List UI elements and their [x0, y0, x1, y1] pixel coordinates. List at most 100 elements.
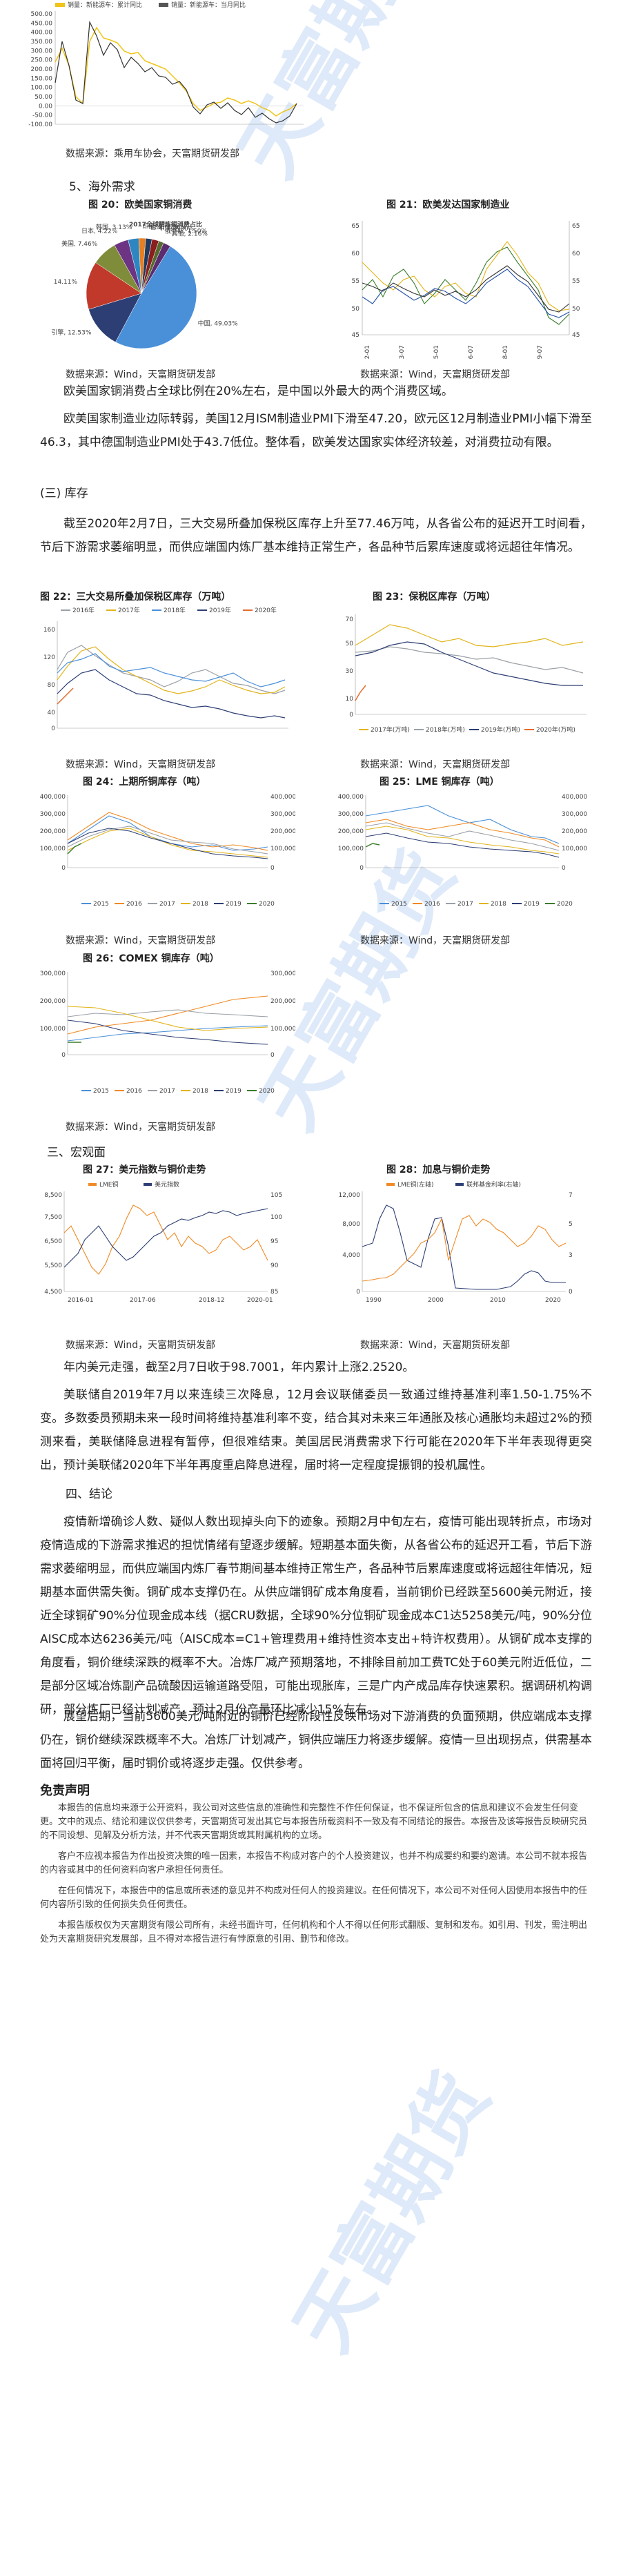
fig22-title: 图 22：三大交易所叠加保税区库存（万吨） — [40, 592, 231, 603]
fig20-pie-chart: 2017全球精炼铜消费占比 中国, 49.03% 引擎, 12.53% 欧洲, 14… — [52, 214, 279, 359]
svg-text:美元指数: 美元指数 — [155, 1180, 179, 1189]
svg-text:50: 50 — [572, 306, 580, 313]
legend-label: 2019年 — [209, 606, 231, 614]
disclaimer-paragraph-2: 客户不应视本报告为作出投资决策的唯一因素，本报告不构成对客户的个人投资建议，也并… — [40, 1851, 588, 1875]
disclaimer-paragraph-3: 在任何情况下，本报告中的信息或所表述的意见并不构成对任何人的投资建议。在任何情况… — [40, 1886, 588, 1910]
svg-text:4,500: 4,500 — [44, 1289, 62, 1296]
legend-monthly: 销量：新能源车：当月同比 — [171, 1, 246, 9]
svg-text:40: 40 — [48, 710, 56, 716]
top-y-tick: 0.00 — [39, 103, 52, 110]
svg-text:45: 45 — [352, 332, 359, 339]
legend-label: 2019年(万吨) — [481, 725, 520, 734]
svg-text:120: 120 — [43, 654, 55, 661]
svg-text:200,000: 200,000 — [40, 828, 66, 835]
fig20-source: 数据来源：Wind，天富期货研发部 — [66, 369, 216, 380]
svg-text:0: 0 — [356, 1289, 360, 1296]
pie-title: 2017全球精炼铜消费占比 — [129, 220, 202, 228]
legend-label: 2017 — [457, 901, 473, 908]
svg-text:200,000: 200,000 — [40, 998, 66, 1005]
svg-text:12,000: 12,000 — [339, 1192, 361, 1199]
legend-label: 2017 — [159, 1088, 175, 1095]
fig25-title: 图 25：LME 铜库存（吨） — [379, 777, 500, 788]
svg-text:50: 50 — [352, 306, 360, 313]
svg-text:80: 80 — [48, 682, 56, 689]
svg-text:30: 30 — [346, 668, 354, 675]
top-y-tick: 150.00 — [31, 75, 53, 82]
svg-text:400,000: 400,000 — [40, 794, 66, 801]
legend-label: 2016 — [126, 1088, 142, 1095]
svg-text:300,000: 300,000 — [270, 811, 295, 818]
top-y-tick: -100.00 — [28, 121, 52, 128]
svg-text:0: 0 — [569, 1289, 573, 1296]
legend-label: 2016年 — [72, 606, 95, 614]
svg-text:2000: 2000 — [428, 1297, 444, 1304]
fig23-title: 图 23：保税区库存（万吨） — [373, 592, 496, 603]
legend-label: 2016 — [424, 901, 440, 908]
svg-text:100,000: 100,000 — [562, 846, 587, 852]
fig23-chart: 70 50 30 10 0 2017年(万吨) 2018年(万吨) 2019年(万吨) 202… — [338, 604, 593, 749]
paragraph-pmi: 欧美国家制造业边际转弱，美国12月ISM制造业PMI下滑至47.20，欧元区12… — [40, 412, 592, 449]
legend-label: 2017年 — [118, 606, 140, 614]
pie-label: 俄罗斯, 1.50% — [165, 226, 208, 235]
svg-text:90: 90 — [270, 1262, 279, 1269]
top-y-tick: 350.00 — [31, 39, 53, 46]
fig28-title: 图 28：加息与铜价走势 — [386, 1164, 491, 1175]
top-y-tick: 100.00 — [31, 85, 53, 92]
legend-label: 2020 — [557, 901, 573, 908]
fig22-chart: 2016年 2017年 2018年 2019年 2020年 160 120 80 40 0 — [40, 604, 295, 749]
svg-text:2012-01: 2012-01 — [364, 345, 371, 359]
svg-text:0: 0 — [61, 1052, 66, 1059]
svg-text:5,500: 5,500 — [44, 1262, 62, 1269]
svg-text:300,000: 300,000 — [562, 811, 587, 818]
pie-label: 韩国, 3.13% — [96, 223, 132, 231]
svg-text:0: 0 — [359, 865, 364, 872]
fig25-chart: 400,000 300,000 200,000 100,000 0 400,000 300… — [338, 788, 593, 926]
svg-text:100,000: 100,000 — [40, 846, 66, 852]
fig28-chart: LME铜(左轴) 联邦基金利率(右轴) 12,000 8,000 4,000 0 7 5… — [338, 1178, 593, 1323]
svg-text:联邦基金利率(右轴): 联邦基金利率(右轴) — [466, 1180, 521, 1189]
legend-cumulative: 销量：新能源车：累计同比 — [68, 1, 142, 9]
svg-text:60: 60 — [572, 251, 580, 257]
svg-text:70: 70 — [346, 616, 354, 623]
disclaimer-paragraph-4: 本报告版权仅为天富期货有限公司所有，未经书面许可，任何机构和个人不得以任何形式翻… — [40, 1920, 588, 1944]
paragraph-inventory: 截至2020年2月7日，三大交易所叠加保税区库存上升至77.46万吨，从各省公布… — [40, 517, 592, 554]
svg-text:400,000: 400,000 — [562, 794, 587, 801]
svg-text:7,500: 7,500 — [44, 1214, 62, 1221]
fig21-pmi-chart: 65 60 55 50 45 65 60 55 50 45 2012-01 2013-07… — [342, 214, 590, 359]
pie-label: 中国, 49.03% — [198, 320, 238, 328]
svg-text:400,000: 400,000 — [270, 794, 295, 801]
legend-label: 2017年(万吨) — [371, 725, 410, 734]
svg-text:0: 0 — [349, 712, 353, 719]
svg-text:50: 50 — [346, 641, 354, 647]
svg-text:100: 100 — [270, 1214, 282, 1221]
svg-text:0: 0 — [270, 865, 275, 872]
svg-text:LME铜(左轴): LME铜(左轴) — [397, 1180, 434, 1189]
legend-label: 2020 — [259, 1088, 275, 1095]
pie-label: 引擎, 12.53% — [52, 329, 92, 337]
pie-label: 美国, 7.46% — [61, 240, 98, 248]
legend-label: 2018年(万吨) — [426, 725, 465, 734]
svg-text:100,000: 100,000 — [338, 846, 364, 852]
svg-text:300,000: 300,000 — [40, 811, 66, 818]
svg-text:10: 10 — [346, 696, 354, 703]
paragraph-eu-us-consumption: 欧美国家铜消费占全球比例在20%左右，是中国以外最大的两个消费区域。 — [63, 384, 453, 398]
svg-text:2020-01: 2020-01 — [247, 1297, 273, 1304]
svg-text:55: 55 — [352, 278, 359, 285]
legend-label: 2015 — [93, 901, 109, 908]
legend-label: 2018 — [193, 901, 208, 908]
svg-text:45: 45 — [572, 332, 580, 339]
fig27-chart: LME铜 美元指数 8,500 7,500 6,500 5,500 4,500 105 1… — [40, 1178, 295, 1323]
pie-slice — [141, 242, 171, 294]
fig26-source: 数据来源：Wind，天富期货研发部 — [66, 1122, 216, 1133]
top-chart-source: 数据来源：乘用车协会，天富期货研发部 — [66, 148, 239, 159]
paragraph-dollar-index: 年内美元走强，截至2月7日收于98.7001，年内累计上涨2.2520。 — [63, 1360, 415, 1374]
svg-text:2015-01: 2015-01 — [433, 345, 440, 359]
top-y-tick: 50.00 — [34, 94, 52, 101]
legend-label: 2019 — [524, 901, 540, 908]
top-y-tick: 300.00 — [31, 48, 53, 55]
legend-label: 2020年 — [255, 606, 277, 614]
fig27-source: 数据来源：Wind，天富期货研发部 — [66, 1340, 216, 1351]
svg-text:300,000: 300,000 — [40, 970, 66, 977]
pie-slice — [86, 262, 142, 310]
svg-text:2018-01: 2018-01 — [502, 345, 509, 359]
